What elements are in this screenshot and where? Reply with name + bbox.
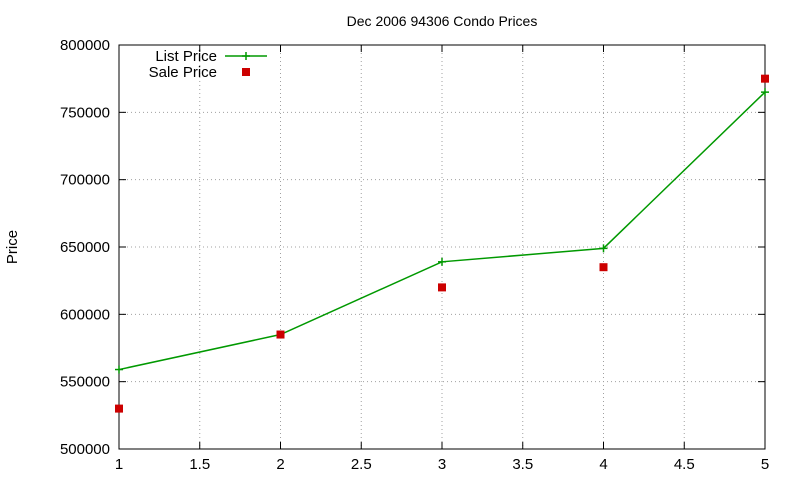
y-tick-label: 750000 xyxy=(60,104,110,121)
plus-marker xyxy=(242,52,250,60)
axis-ticks xyxy=(118,44,766,450)
square-marker xyxy=(438,283,446,292)
y-tick-label: 650000 xyxy=(60,239,110,256)
x-tick-label: 1 xyxy=(115,456,123,473)
series-sale-price xyxy=(115,74,769,413)
plus-marker xyxy=(599,244,608,253)
square-marker xyxy=(761,74,769,83)
series xyxy=(115,74,769,413)
grid-lines xyxy=(119,45,765,449)
x-tick-label: 4.5 xyxy=(674,456,695,473)
plus-marker xyxy=(761,88,769,97)
square-marker xyxy=(115,404,123,413)
x-tick-label: 2.5 xyxy=(351,456,372,473)
y-tick-label: 600000 xyxy=(60,306,110,323)
y-tick-label: 550000 xyxy=(60,374,110,391)
square-marker xyxy=(242,68,250,76)
square-marker xyxy=(599,263,608,272)
plus-marker xyxy=(438,257,446,266)
y-tick-label: 800000 xyxy=(60,37,110,54)
x-tick-label: 4 xyxy=(599,456,607,473)
y-tick-labels: 500000 550000 600000 650000 700000 750000 8000… xyxy=(60,37,110,458)
y-tick-label: 500000 xyxy=(60,441,110,458)
x-tick-label: 3 xyxy=(438,456,446,473)
x-tick-label: 3.5 xyxy=(512,456,533,473)
x-tick-label: 5 xyxy=(761,456,769,473)
x-tick-label: 1.5 xyxy=(189,456,210,473)
chart-title: Dec 2006 94306 Condo Prices xyxy=(347,13,538,29)
legend-label: Sale Price xyxy=(149,64,217,81)
legend-label: List Price xyxy=(155,48,217,65)
x-tick-labels: 1 1.5 2 2.5 3 3.5 4 4.5 5 xyxy=(115,456,769,473)
y-axis-label: Price xyxy=(4,230,21,264)
square-marker xyxy=(276,330,285,339)
y-tick-label: 700000 xyxy=(60,172,110,189)
plus-marker xyxy=(115,365,123,374)
series-list-price xyxy=(115,88,769,374)
x-tick-label: 2 xyxy=(276,456,284,473)
